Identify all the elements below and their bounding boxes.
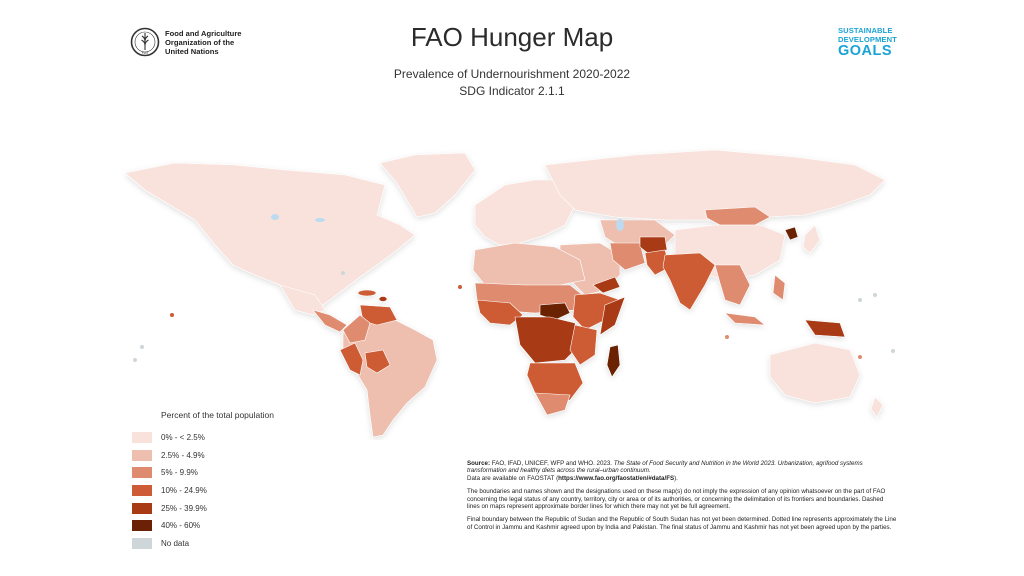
map-subtitle: Prevalence of Undernourishment 2020-2022 <box>393 67 631 81</box>
legend-swatch <box>132 449 152 461</box>
caspian-sea <box>616 219 624 231</box>
legend-swatch <box>132 537 152 549</box>
colombia <box>342 314 371 344</box>
data-suffix: ). <box>674 474 678 482</box>
central-america <box>312 309 348 333</box>
island-dot <box>133 358 137 362</box>
legend-label: 40% - 60% <box>161 521 201 531</box>
south-america <box>342 319 438 438</box>
legend-item: No data <box>132 535 312 553</box>
bolivia <box>364 349 391 374</box>
legend-label: 5% - 9.9% <box>161 468 198 478</box>
fao-name-line1: Food and Agriculture <box>165 28 242 38</box>
legend-swatch <box>132 485 152 497</box>
source-notes: Source: FAO, IFAD, UNICEF, WFP and WHO. … <box>467 460 897 537</box>
lake <box>271 214 279 220</box>
svg-text:FIAT: FIAT <box>142 51 148 55</box>
haiti <box>378 296 388 302</box>
faostat-link[interactable]: https://www.fao.org/faostat/en/#data/FS <box>558 474 675 482</box>
indonesia-west <box>724 312 766 326</box>
south-africa <box>534 392 571 416</box>
india <box>662 252 716 311</box>
madagascar <box>606 344 621 378</box>
central-africa <box>514 316 581 364</box>
disclaimer: The boundaries and names shown and the d… <box>467 488 886 511</box>
north-america <box>124 162 416 311</box>
island-dot <box>858 298 862 302</box>
sdg-line1: SUSTAINABLE <box>838 26 893 35</box>
sdg-line3: GOALS <box>838 43 893 59</box>
island-dot <box>858 355 862 359</box>
europe <box>474 179 576 246</box>
new-zealand <box>870 396 884 418</box>
fao-name: Food and Agriculture Organization of the… <box>165 29 265 56</box>
island-dot <box>725 335 729 339</box>
west-africa <box>476 299 524 326</box>
somalia <box>599 296 626 336</box>
island-dot <box>140 345 144 349</box>
philippines <box>772 274 786 301</box>
fao-name-line2: Organization of the <box>165 37 235 47</box>
page-title: FAO Hunger Map <box>410 22 614 52</box>
australia <box>769 342 861 404</box>
korea-dpr <box>784 226 799 241</box>
russia <box>544 149 886 221</box>
cuba <box>357 289 377 297</box>
indicator-label: SDG Indicator 2.1.1 <box>459 84 565 98</box>
legend-label: No data <box>161 538 190 548</box>
legend-swatch <box>132 467 152 479</box>
southeast-asia <box>714 264 751 306</box>
legend-title: Percent of the total population <box>161 410 274 420</box>
east-africa <box>569 324 598 366</box>
fao-logo: FIAT Food and Agriculture Organization o… <box>130 27 265 57</box>
png <box>804 319 846 338</box>
data-prefix: Data are available on FAOSTAT ( <box>467 474 559 482</box>
yemen <box>592 276 621 294</box>
sdg-line2: DEVELOPMENT <box>838 35 897 44</box>
boundary-note: Final boundary between the Republic of S… <box>467 516 897 531</box>
island-dot <box>341 271 345 275</box>
legend-item: 25% - 39.9% <box>132 499 312 517</box>
central-african-rep <box>539 302 571 321</box>
lake <box>315 218 325 222</box>
island-dot <box>873 293 877 297</box>
legend-label: 10% - 24.9% <box>161 486 207 496</box>
japan <box>802 224 821 254</box>
fao-emblem-icon: FIAT <box>130 27 160 57</box>
iran <box>609 242 646 271</box>
legend-label: 2.5% - 4.9% <box>161 450 205 460</box>
source-paragraph: Source: FAO, IFAD, UNICEF, WFP and WHO. … <box>467 460 897 482</box>
source-title: The State of Food Security and Nutrition… <box>467 460 863 475</box>
legend-label: 0% - < 2.5% <box>161 433 205 443</box>
island-dot <box>170 313 174 317</box>
north-africa <box>472 242 586 291</box>
legend-item: 10% - 24.9% <box>132 482 312 500</box>
legend-swatch <box>132 502 152 514</box>
legend-item: 0% - < 2.5% <box>132 429 312 447</box>
peru <box>339 342 364 376</box>
island-dot <box>458 285 462 289</box>
map-legend: Percent of the total population 0% - < 2… <box>132 410 312 552</box>
source-label: Source: <box>467 460 491 467</box>
sdg-logo: SUSTAINABLE DEVELOPMENT GOALS <box>838 26 897 59</box>
legend-item: 5% - 9.9% <box>132 464 312 482</box>
fao-name-line3: United Nations <box>165 46 219 56</box>
world-map <box>124 149 895 438</box>
greenland <box>379 152 476 218</box>
legend-swatch <box>132 520 152 532</box>
legend-item: 40% - 60% <box>132 517 312 535</box>
legend-item: 2.5% - 4.9% <box>132 447 312 465</box>
legend-swatch <box>132 432 152 444</box>
source-text: FAO, IFAD, UNICEF, WFP and WHO. 2023. <box>490 460 614 467</box>
legend-label: 25% - 39.9% <box>161 503 207 513</box>
legend-items: 0% - < 2.5% 2.5% - 4.9% 5% - 9.9% 10% - 24.… <box>132 429 312 552</box>
island-dot <box>891 349 895 353</box>
